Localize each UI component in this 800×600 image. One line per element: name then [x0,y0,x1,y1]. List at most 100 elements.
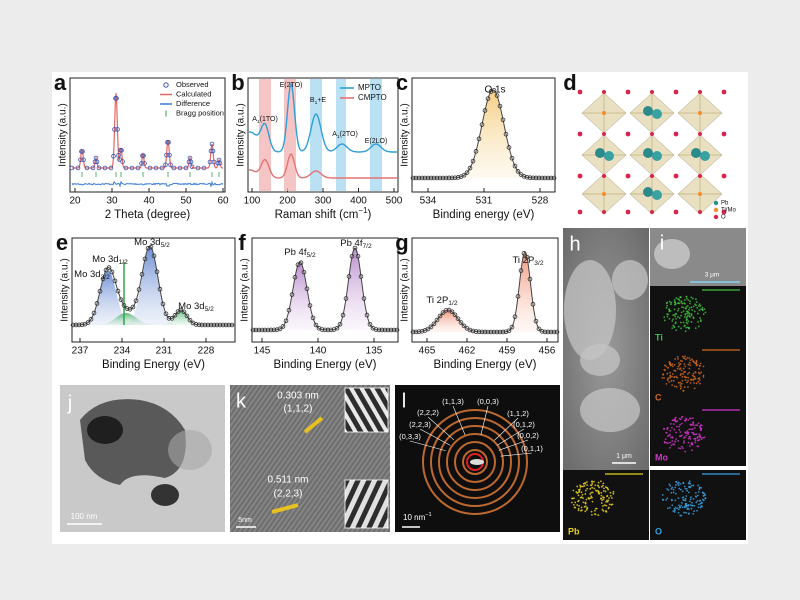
signal-dot [682,367,685,370]
signal-dot [580,506,583,509]
signal-dot [666,301,669,304]
pointer [496,428,525,446]
data-point [515,169,521,174]
signal-dot [674,420,677,423]
signal-dot [696,509,698,512]
signal-dot [584,482,587,484]
signal-dot [677,309,679,312]
signal-dot [680,514,683,517]
signal-dot [602,505,604,507]
data-point [168,162,173,168]
data-point [437,175,443,181]
data-point [536,175,542,181]
data-point [189,164,195,169]
o-atom [650,90,654,94]
data-point [455,316,461,321]
signal-dot [693,376,696,379]
data-point [449,309,455,314]
peak-label: Mo 3d3/2 [74,269,110,282]
data-point [310,315,316,321]
signal-dot [694,377,697,380]
signal-dot [694,303,696,306]
signal-dot [686,430,689,433]
signal-dot [590,491,593,494]
data-point [545,175,551,181]
data-point [443,175,449,181]
signal-dot [669,429,672,432]
signal-dot [674,369,677,372]
signal-dot [572,503,575,506]
signal-dot [680,314,682,317]
o-atom [698,132,702,136]
component-fill [253,248,397,330]
signal-dot [669,441,671,444]
data-point [129,165,135,171]
o-atom [577,131,583,137]
signal-dot [692,360,694,362]
data-point [114,96,119,101]
signal-dot [665,498,667,501]
data-point [102,165,108,171]
signal-dot [669,446,671,449]
component-fill [253,262,397,330]
signal-dot [680,300,683,303]
data-point [536,326,542,332]
signal-dot [697,506,700,509]
x-tick-label: 20 [69,196,81,207]
signal-dot [680,435,682,438]
data-point [271,327,277,333]
data-point [115,288,121,294]
x-tick-label: 200 [279,196,296,207]
o-atom [673,131,679,137]
data-point [509,155,515,161]
signal-dot [608,506,610,509]
signal-dot [681,306,683,308]
x-tick-label: 231 [156,346,173,357]
data-point [485,96,491,101]
signal-dot [605,510,608,513]
signal-dot [669,433,671,436]
band [370,79,382,191]
x-tick-label: 300 [315,196,332,207]
o-atom [721,173,727,179]
signal-dot [669,309,672,312]
signal-dot [675,492,677,495]
signal-dot [591,480,594,483]
element-label: Ti [655,332,663,342]
signal-dot [685,321,688,324]
peak-label: E(2LO) [365,138,388,145]
particle [87,416,123,444]
data-point [376,327,382,333]
signal-dot [671,440,674,442]
x-tick-label: 462 [459,346,476,357]
signal-dot [690,484,693,487]
signal-dot [683,442,685,444]
plane-label: (0,0,3) [477,397,499,406]
signal-dot [686,304,689,307]
pointer [427,416,455,441]
data-point [142,161,147,166]
signal-dot [669,374,672,377]
signal-dot [668,300,671,303]
signal-dot [688,428,691,431]
signal-dot [688,357,691,360]
signal-dot [681,502,683,504]
signal-dot [661,377,664,379]
data-point [512,314,518,319]
signal-dot [691,431,693,434]
signal-dot [678,368,681,371]
x-tick-label: 465 [419,346,436,357]
data-point [524,254,530,260]
data-point [289,292,295,297]
data-point [394,327,400,333]
panel-label: e [56,230,68,255]
signal-dot [670,488,673,490]
label-part: A [252,116,257,123]
signal-dot [671,486,674,489]
data-point [217,322,223,328]
signal-dot [673,428,676,431]
plane-label: (0,1,1) [521,444,543,453]
signal-dot [681,490,684,493]
difference-curve [71,180,224,188]
data-point [410,329,416,335]
